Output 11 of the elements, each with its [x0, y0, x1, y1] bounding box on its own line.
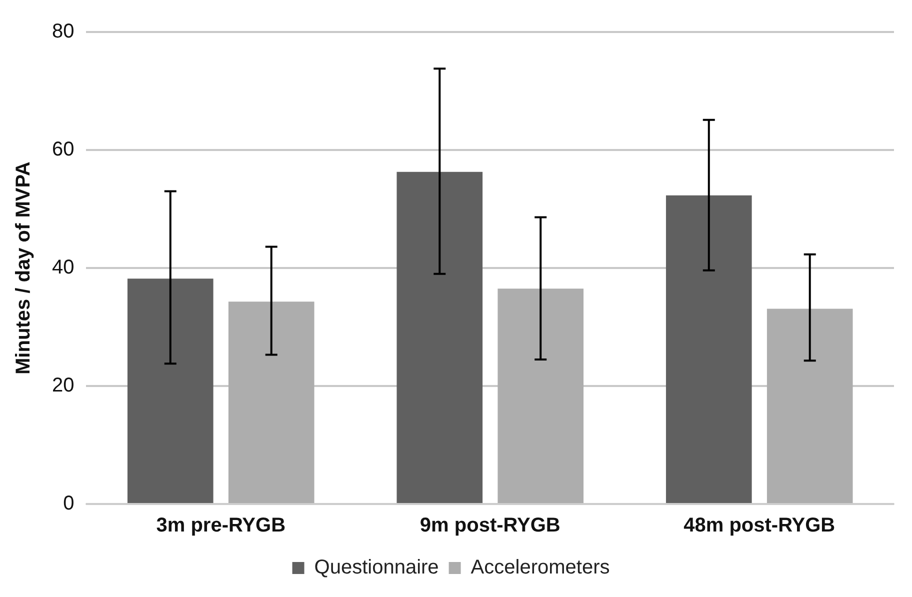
x-tick-label: 48m post-RYGB	[684, 514, 836, 537]
y-tick-label: 20	[52, 374, 74, 397]
legend-label: Questionnaire	[314, 556, 439, 579]
y-tick-label: 80	[52, 20, 74, 43]
y-tick-label: 40	[52, 256, 74, 279]
x-tick-label: 3m pre-RYGB	[156, 514, 286, 537]
y-tick-label: 0	[63, 492, 74, 515]
legend-label: Accelerometers	[470, 556, 610, 579]
x-tick-label: 9m post-RYGB	[420, 514, 560, 537]
y-tick-label: 60	[52, 138, 74, 161]
y-axis-title: Minutes / day of MVPA	[12, 162, 35, 374]
